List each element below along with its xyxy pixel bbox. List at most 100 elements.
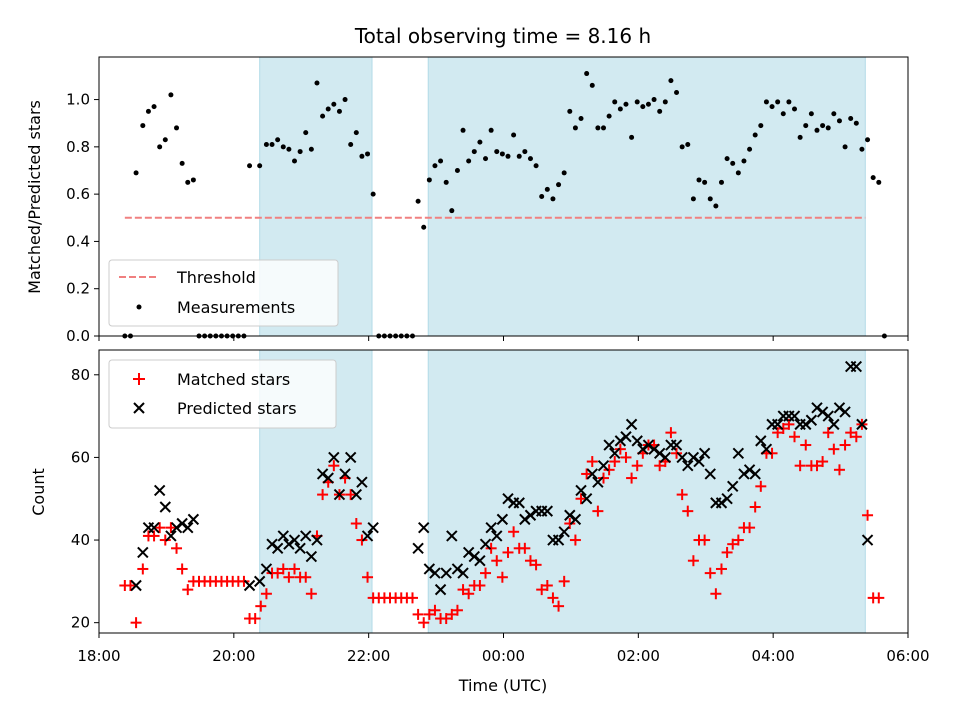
predicted-point [693, 455, 705, 468]
matched-point [418, 617, 430, 629]
measurement-point [589, 82, 595, 88]
measurement-point [522, 149, 528, 155]
matched-point [620, 451, 632, 463]
predicted-point [165, 530, 177, 542]
predicted-point [344, 451, 357, 464]
matched-point [665, 427, 677, 439]
measurement-point [185, 179, 191, 185]
predicted-point [300, 530, 312, 542]
matched-point [800, 439, 812, 451]
measurement-point [657, 108, 663, 114]
predicted-point [575, 484, 587, 497]
matched-point [862, 509, 874, 521]
predicted-point [148, 521, 160, 534]
predicted-point [502, 493, 514, 505]
top-y-axis-label: Matched/Predicted stars [25, 100, 44, 294]
measurement-point [454, 167, 460, 173]
predicted-point [727, 480, 739, 493]
measurement-point [561, 170, 567, 176]
measurement-point [488, 127, 494, 133]
predicted-point [800, 418, 812, 431]
measurement-point [168, 92, 174, 98]
matched-point [839, 439, 851, 451]
observing-interval [427, 56, 866, 337]
predicted-point [811, 402, 823, 414]
measurement-point [275, 137, 281, 143]
matched-point [822, 427, 834, 439]
measurement-point [477, 139, 483, 145]
predicted-point [682, 459, 694, 472]
predicted-point [524, 509, 537, 521]
y-tick-label: 40 [71, 531, 90, 549]
predicted-point [721, 493, 733, 505]
matched-point [255, 600, 267, 612]
predicted-point [637, 443, 649, 455]
legend-predicted-swatch [133, 402, 145, 414]
matched-point [682, 505, 694, 517]
measurement-point [544, 186, 550, 192]
measurement-point [758, 123, 764, 129]
measurement-point [426, 177, 432, 183]
predicted-point [288, 534, 301, 546]
predicted-point [816, 406, 829, 418]
predicted-point [614, 435, 627, 447]
measurement-point [432, 163, 438, 169]
predicted-point [260, 563, 273, 575]
predicted-point [642, 439, 655, 451]
measurement-point [460, 127, 466, 133]
matched-point [508, 526, 520, 538]
matched-point [429, 604, 441, 616]
measurement-point [269, 141, 275, 147]
predicted-point [749, 468, 761, 480]
predicted-point [361, 530, 374, 542]
measurement-point [735, 170, 741, 176]
matched-point [159, 534, 171, 546]
measurement-point [415, 198, 421, 204]
measurement-point [820, 123, 826, 129]
predicted-point [356, 476, 368, 488]
matched-point [328, 460, 340, 472]
predicted-point [513, 497, 525, 509]
matched-point [772, 427, 784, 439]
predicted-point [653, 447, 666, 459]
measurement-point [870, 175, 876, 181]
measurement-point [797, 134, 803, 140]
measurement-point [286, 146, 292, 152]
x-axis-label: Time (UTC) [458, 676, 547, 695]
legend-matched-swatch [133, 373, 145, 385]
measurement-point [617, 106, 623, 112]
matched-point [277, 563, 289, 575]
measurement-point [179, 160, 185, 166]
y-tick-label: 60 [71, 448, 90, 466]
top-y-axis: 0.0 0.2 0.4 0.6 0.8 1.0 [66, 91, 99, 345]
matched-point [721, 546, 733, 558]
predicted-point [755, 435, 767, 447]
predicted-point [294, 542, 306, 555]
matched-point [519, 542, 531, 554]
measurement-point [353, 130, 359, 136]
observing-interval [427, 349, 866, 634]
matched-point [457, 584, 469, 596]
predicted-point [474, 554, 486, 567]
predicted-point [311, 534, 323, 546]
measurement-point [263, 141, 269, 147]
matched-point [260, 588, 272, 600]
matched-point [609, 456, 621, 468]
matched-point [124, 579, 136, 591]
measurement-point [140, 123, 146, 129]
predicted-point [253, 575, 266, 588]
predicted-point [266, 538, 278, 550]
measurement-point [280, 144, 286, 150]
measurement-point [539, 194, 545, 199]
predicted-point [462, 546, 475, 559]
measurement-point [645, 101, 651, 107]
matched-point [755, 480, 767, 492]
measurement-point [679, 144, 685, 150]
top-legend: Threshold Measurements [108, 259, 339, 327]
measurement-point [836, 118, 842, 124]
measurement-point [640, 104, 646, 110]
y-tick-label: 0.0 [66, 327, 90, 345]
measurement-point [696, 177, 702, 183]
predicted-point [760, 443, 773, 455]
measurement-point [853, 120, 859, 126]
